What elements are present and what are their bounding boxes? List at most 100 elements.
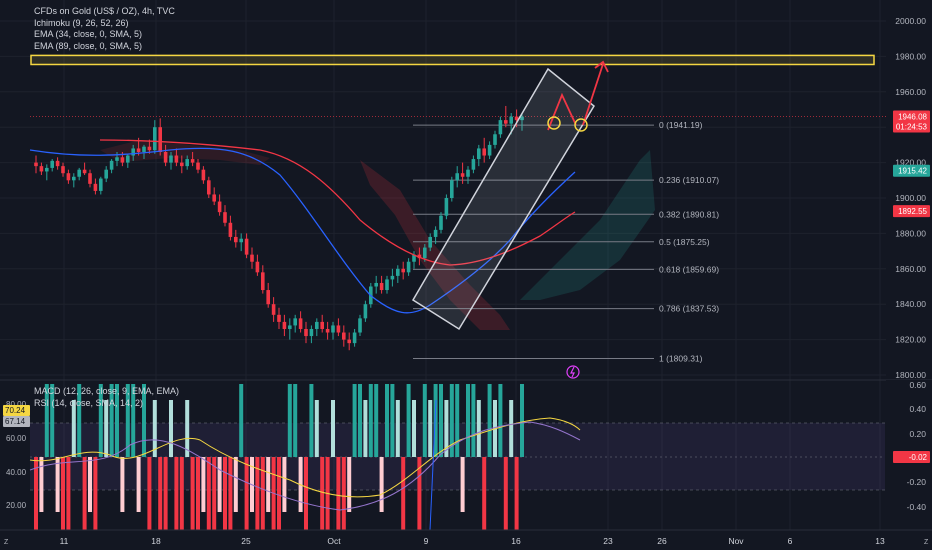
candle-body <box>331 325 335 333</box>
candle-body <box>174 155 179 163</box>
candle-body <box>136 148 141 152</box>
histogram-bar <box>293 384 298 457</box>
histogram-bar <box>88 457 92 512</box>
macd-line <box>29 417 581 498</box>
rsi-badge-label: 70.24 <box>5 406 26 415</box>
arrow-head <box>594 60 609 73</box>
candle-body <box>444 198 449 216</box>
candle-body <box>401 268 405 273</box>
indicator-rsi[interactable]: RSI (14, close, SMA, 14, 2) <box>34 397 144 408</box>
histogram-bar <box>471 384 476 457</box>
candle-body <box>147 146 152 151</box>
histogram-bar <box>158 457 163 530</box>
candle-body <box>120 157 125 163</box>
histogram-bar <box>125 384 130 457</box>
histogram-bar <box>50 384 55 457</box>
histogram-bar <box>449 384 454 457</box>
histogram-bar <box>239 384 244 457</box>
histogram-bar <box>314 400 319 457</box>
histogram-bar <box>487 384 492 457</box>
macd-tick-label: 0.60 <box>909 380 926 390</box>
macd-tick-label: 0.40 <box>909 404 926 414</box>
histogram-bar <box>212 457 217 530</box>
time-tick-label: 26 <box>657 536 667 546</box>
histogram-bar <box>466 384 470 457</box>
ichimoku-cloud-bear <box>360 160 510 330</box>
candle-body <box>520 116 524 121</box>
histogram-bar <box>482 457 487 530</box>
candle-body <box>190 159 195 163</box>
candle-body <box>158 127 162 152</box>
histogram-bar <box>196 457 200 530</box>
fib-level-label: 0 (1941.19) <box>659 120 703 130</box>
histogram-bar <box>206 457 211 530</box>
price-tick-label: 1800.00 <box>895 370 926 380</box>
candle-body <box>304 328 308 337</box>
candle-body <box>417 254 422 259</box>
candle-body <box>201 169 206 181</box>
histogram-bar <box>428 400 433 457</box>
fib-level-label: 0.236 (1910.07) <box>659 175 719 185</box>
histogram-bar <box>169 400 173 457</box>
candle-body <box>266 290 270 305</box>
candle-body <box>180 162 184 167</box>
candle-body <box>288 325 292 329</box>
histogram-bar <box>66 457 71 530</box>
candle-body <box>309 328 314 337</box>
rsi-tick-label: 20.00 <box>6 501 27 510</box>
time-tick-label: 25 <box>241 536 251 546</box>
fib-level-label: 0.618 (1859.69) <box>659 264 719 274</box>
candle-body <box>487 144 492 156</box>
histogram-bar <box>460 457 465 512</box>
histogram-bar <box>44 384 49 457</box>
histogram-bar <box>363 400 368 457</box>
fib-level-label: 0.786 (1837.53) <box>659 304 719 314</box>
candle-body <box>163 151 168 163</box>
lightning-icon <box>570 366 575 378</box>
histogram-bar <box>185 400 190 457</box>
histogram-bar <box>444 400 449 457</box>
candle-body <box>55 160 60 167</box>
candle-body <box>61 166 65 174</box>
rsi-tick-label: 40.00 <box>6 468 27 477</box>
candle-body <box>433 229 438 237</box>
candle-body <box>423 247 427 259</box>
candle-body <box>104 169 108 179</box>
rsi-badge <box>3 405 30 416</box>
price-tick-label: 1880.00 <box>895 228 926 238</box>
histogram-bar <box>233 457 238 512</box>
chart-legend: CFDs on Gold (US$ / OZ), 4h, TVC Ichimok… <box>34 6 175 52</box>
histogram-bar <box>277 457 281 530</box>
histogram-bar <box>422 384 427 457</box>
histogram-bar <box>347 457 352 512</box>
histogram-bar <box>401 457 406 530</box>
histogram-bar <box>455 384 460 457</box>
indicator-ema34[interactable]: EMA (34, close, 0, SMA, 5) <box>34 29 143 39</box>
fib-level-label: 0.382 (1890.81) <box>659 209 719 219</box>
candle-body <box>131 148 135 156</box>
candle-body <box>390 275 395 280</box>
time-tick-label: Oct <box>327 536 341 546</box>
fib-level-label: 0.5 (1875.25) <box>659 237 710 247</box>
histogram-bar <box>503 457 508 530</box>
candle-body <box>315 321 319 329</box>
histogram-bar <box>282 457 287 512</box>
histogram-bar <box>476 400 481 457</box>
histogram-bar <box>152 400 157 457</box>
candle-body <box>50 160 54 168</box>
symbol-title[interactable]: CFDs on Gold (US$ / OZ), 4h, TVC <box>34 6 175 16</box>
indicator-ema89[interactable]: EMA (89, close, 0, SMA, 5) <box>34 40 143 51</box>
candle-body <box>406 261 411 273</box>
macd-tick-label: 0.20 <box>909 429 926 439</box>
candle-body <box>261 272 265 291</box>
indicator-macd[interactable]: MACD (12, 26, close, 9, EMA, EMA) <box>34 386 180 396</box>
indicator-ichimoku[interactable]: Ichimoku (9, 26, 52, 26) <box>34 17 129 28</box>
histogram-bar <box>131 384 136 457</box>
candle-body <box>185 159 189 167</box>
candle-body <box>477 148 481 160</box>
histogram-bar <box>320 457 325 530</box>
histogram-bar <box>341 457 346 530</box>
ema34-line <box>29 147 576 314</box>
candle-body <box>493 134 497 145</box>
